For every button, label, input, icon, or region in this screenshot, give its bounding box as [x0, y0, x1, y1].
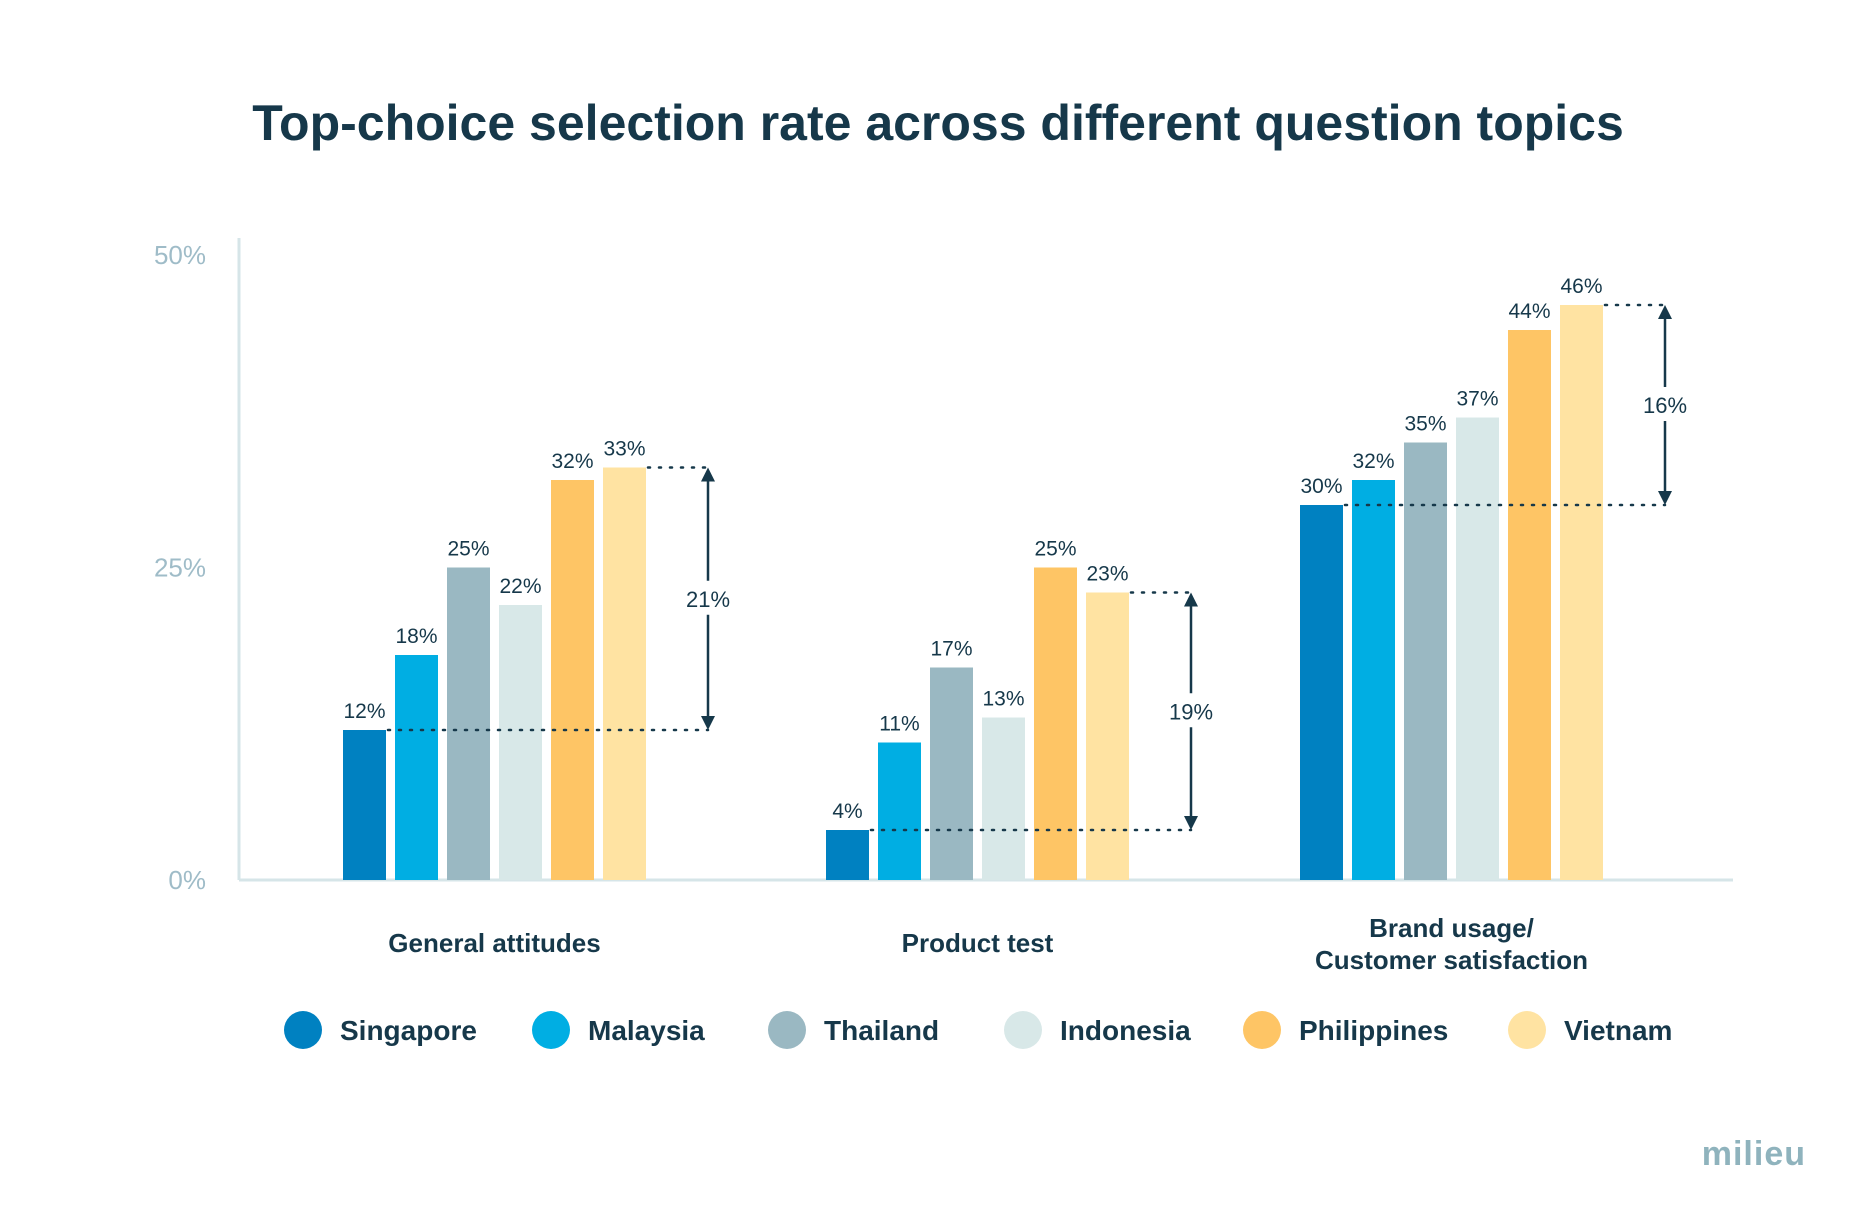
data-label: 12% [343, 700, 385, 723]
data-label: 32% [551, 450, 593, 473]
data-label: 23% [1086, 563, 1128, 586]
legend-swatch-singapore [284, 1011, 322, 1049]
category-label: Product test [902, 928, 1054, 958]
bar-malaysia-0 [395, 655, 438, 880]
data-label: 32% [1352, 450, 1394, 473]
category-labels: General attitudes Product test Brand usage… [388, 913, 1588, 975]
data-label: 35% [1404, 413, 1446, 436]
bar-thailand-0 [447, 567, 490, 880]
bar-vietnam-0 [603, 467, 646, 880]
arrow-up-icon [1658, 305, 1672, 319]
chart-title: Top-choice selection rate across differe… [252, 95, 1624, 151]
bar-thailand-1 [930, 667, 973, 880]
bar-indonesia-0 [499, 605, 542, 880]
data-label: 18% [395, 625, 437, 648]
legend-swatch-philippines [1243, 1011, 1281, 1049]
bar-singapore-0 [343, 730, 386, 880]
bar-philippines-0 [551, 480, 594, 880]
legend-swatch-malaysia [532, 1011, 570, 1049]
legend-label-thailand: Thailand [824, 1015, 939, 1046]
data-label: 4% [832, 800, 862, 823]
legend: Singapore Malaysia Thailand Indonesia Philip… [284, 1011, 1672, 1049]
gap-label-background [680, 580, 736, 615]
gap-label: 19% [1169, 699, 1213, 724]
bar-philippines-2 [1508, 330, 1551, 880]
arrow-down-icon [1184, 816, 1198, 830]
bar-singapore-2 [1300, 505, 1343, 880]
arrow-down-icon [1658, 491, 1672, 505]
gap-label: 16% [1643, 393, 1687, 418]
legend-swatch-thailand [768, 1011, 806, 1049]
bar-philippines-1 [1034, 567, 1077, 880]
bar-vietnam-1 [1086, 592, 1129, 880]
data-label: 46% [1560, 275, 1602, 298]
data-labels: 12% 18% 25% 22% 32% 33% 4% 11% 17% 13% 25% 23% 30% 32… [343, 275, 1602, 823]
bar-indonesia-2 [1456, 417, 1499, 880]
legend-label-malaysia: Malaysia [588, 1015, 705, 1046]
data-label: 44% [1508, 300, 1550, 323]
bar-vietnam-2 [1560, 305, 1603, 880]
legend-label-philippines: Philippines [1299, 1015, 1448, 1046]
legend-swatch-indonesia [1004, 1011, 1042, 1049]
data-label: 33% [603, 438, 645, 461]
data-label: 11% [879, 713, 919, 736]
legend-swatch-vietnam [1508, 1011, 1546, 1049]
gap-label: 21% [686, 587, 730, 612]
y-tick-label: 0% [168, 865, 206, 895]
data-label: 17% [930, 638, 972, 661]
legend-label-singapore: Singapore [340, 1015, 477, 1046]
gap-label-background [1637, 387, 1693, 421]
bar-malaysia-2 [1352, 480, 1395, 880]
legend-label-vietnam: Vietnam [1564, 1015, 1672, 1046]
brand-logo: milieu [1702, 1135, 1806, 1173]
data-label: 13% [982, 688, 1024, 711]
data-label: 25% [447, 538, 489, 561]
bar-indonesia-1 [982, 717, 1025, 880]
data-label: 25% [1034, 538, 1076, 561]
arrow-down-icon [701, 716, 715, 730]
data-label: 22% [499, 575, 541, 598]
bar-singapore-1 [826, 830, 869, 880]
y-tick-label: 25% [154, 553, 206, 583]
legend-label-indonesia: Indonesia [1060, 1015, 1191, 1046]
bar-malaysia-1 [878, 742, 921, 880]
arrow-up-icon [701, 467, 715, 482]
arrow-up-icon [1184, 592, 1198, 607]
category-label: Brand usage/Customer satisfaction [1315, 913, 1588, 975]
bar-thailand-2 [1404, 442, 1447, 880]
y-tick-label: 50% [154, 240, 206, 270]
bars [343, 305, 1603, 880]
data-label: 37% [1456, 388, 1498, 411]
gap-label-background [1163, 693, 1219, 728]
category-label: General attitudes [388, 928, 600, 958]
data-label: 30% [1300, 475, 1342, 498]
gap-annotations: 21% 19% 16% [386, 303, 1693, 832]
